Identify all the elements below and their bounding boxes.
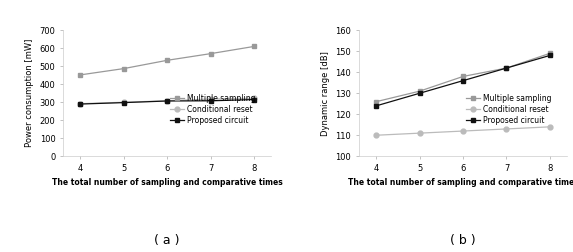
X-axis label: The total number of sampling and comparative times: The total number of sampling and compara… bbox=[348, 178, 573, 187]
Line: Conditional reset: Conditional reset bbox=[374, 124, 552, 138]
Proposed circuit bbox=[416, 92, 423, 95]
Multiple sampling bbox=[250, 45, 257, 48]
Conditional reset bbox=[164, 99, 171, 102]
Proposed circuit bbox=[77, 103, 84, 106]
Conditional reset bbox=[77, 102, 84, 105]
Conditional reset bbox=[547, 125, 554, 128]
Line: Proposed circuit: Proposed circuit bbox=[374, 53, 552, 108]
Line: Conditional reset: Conditional reset bbox=[78, 96, 257, 106]
Conditional reset bbox=[207, 98, 214, 101]
Proposed circuit bbox=[547, 54, 554, 57]
Proposed circuit bbox=[250, 98, 257, 101]
Line: Multiple sampling: Multiple sampling bbox=[78, 44, 257, 77]
Conditional reset bbox=[373, 134, 380, 137]
Legend: Multiple sampling, Conditional reset, Proposed circuit: Multiple sampling, Conditional reset, Pr… bbox=[466, 94, 552, 125]
Y-axis label: Power consumption [mW]: Power consumption [mW] bbox=[25, 39, 34, 147]
Proposed circuit bbox=[373, 104, 380, 107]
Legend: Multiple sampling, Conditional reset, Proposed circuit: Multiple sampling, Conditional reset, Pr… bbox=[170, 94, 256, 125]
Multiple sampling bbox=[503, 67, 510, 70]
Line: Proposed circuit: Proposed circuit bbox=[78, 97, 257, 107]
Conditional reset bbox=[120, 101, 127, 104]
Proposed circuit bbox=[207, 99, 214, 102]
Proposed circuit bbox=[460, 79, 466, 82]
Proposed circuit bbox=[503, 67, 510, 70]
Conditional reset bbox=[460, 130, 466, 133]
Y-axis label: Dynamic range [dB]: Dynamic range [dB] bbox=[321, 51, 330, 136]
X-axis label: The total number of sampling and comparative times: The total number of sampling and compara… bbox=[52, 178, 282, 187]
Multiple sampling bbox=[373, 100, 380, 103]
Proposed circuit bbox=[164, 100, 171, 103]
Text: ( a ): ( a ) bbox=[155, 234, 180, 247]
Conditional reset bbox=[250, 97, 257, 100]
Proposed circuit bbox=[120, 101, 127, 104]
Conditional reset bbox=[503, 128, 510, 131]
Multiple sampling bbox=[207, 52, 214, 55]
Multiple sampling bbox=[416, 90, 423, 93]
Multiple sampling bbox=[164, 59, 171, 62]
Line: Multiple sampling: Multiple sampling bbox=[374, 51, 552, 104]
Multiple sampling bbox=[547, 52, 554, 55]
Text: ( b ): ( b ) bbox=[450, 234, 476, 247]
Conditional reset bbox=[416, 132, 423, 135]
Multiple sampling bbox=[77, 73, 84, 76]
Multiple sampling bbox=[460, 75, 466, 78]
Multiple sampling bbox=[120, 67, 127, 70]
